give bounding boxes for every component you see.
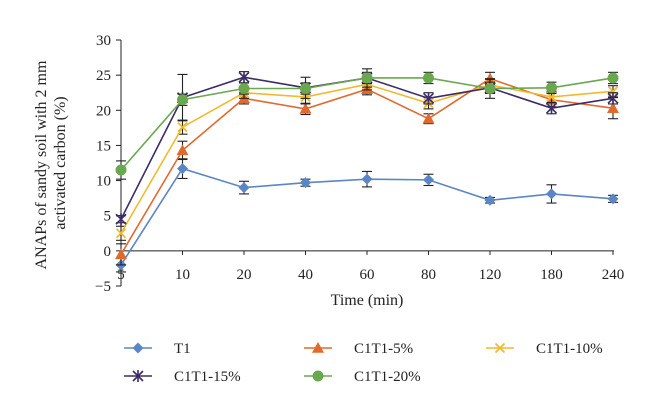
legend-marker	[312, 370, 324, 382]
data-point	[238, 82, 250, 94]
data-point	[238, 182, 250, 194]
data-point	[607, 92, 619, 105]
x-tick-label: 120	[479, 267, 502, 283]
y-axis-title-line-1: ANAPs of sandy soil with 2 mm	[33, 60, 50, 269]
series-C1T1-20%	[115, 71, 619, 180]
data-point	[299, 102, 312, 114]
data-point	[607, 102, 619, 113]
x-tick-label: 240	[602, 267, 625, 283]
y-tick-label: 30	[96, 33, 111, 49]
legend-label: C1T1-5%	[354, 341, 413, 357]
x-tick-label: 180	[540, 267, 563, 283]
data-point	[115, 248, 127, 260]
legend-label: C1T1-15%	[174, 369, 241, 385]
x-ticks: 5 10 20 40 60 80 120 180 240	[117, 250, 625, 283]
legend-marker	[132, 342, 144, 354]
data-point	[177, 94, 188, 106]
legend-item: C1T1-5%	[304, 341, 413, 357]
y-tick-label: 20	[96, 103, 111, 119]
x-tick-label: 60	[360, 267, 375, 283]
x-tick-label: 40	[298, 267, 313, 283]
y-axis-title-line-2: activated carbon (%)	[52, 96, 69, 229]
series-line	[120, 83, 614, 234]
series-T1	[115, 158, 619, 273]
y-tick-label: 5	[104, 209, 112, 225]
data-point	[361, 173, 373, 185]
data-point	[300, 82, 311, 94]
data-point	[607, 72, 619, 84]
data-point	[484, 82, 496, 94]
data-point	[115, 228, 127, 239]
legend-item: C1T1-10%	[486, 341, 603, 357]
data-point	[484, 194, 496, 206]
y-tick-label: 15	[96, 138, 111, 154]
x-axis-title: Time (min)	[331, 292, 404, 309]
data-point	[176, 144, 189, 156]
legend-label: C1T1-10%	[536, 341, 603, 357]
data-point	[545, 102, 558, 115]
data-point	[115, 213, 127, 226]
data-point	[546, 188, 557, 200]
series-line	[120, 76, 614, 220]
series-C1T1-10%	[115, 78, 619, 241]
y-tick-label: 0	[104, 244, 112, 260]
legend-label: C1T1-20%	[354, 369, 421, 385]
data-point	[423, 72, 434, 84]
data-point	[115, 164, 127, 176]
legend-item: C1T1-15%	[124, 369, 241, 385]
y-tick-label: 25	[96, 68, 111, 84]
data-point	[607, 193, 619, 205]
x-tick-label: 20	[237, 267, 252, 283]
series-line	[120, 77, 614, 255]
data-point	[300, 177, 311, 189]
legend-item: C1T1-20%	[304, 369, 421, 385]
series-C1T1-5%	[115, 71, 619, 266]
data-point	[422, 92, 435, 105]
data-point	[361, 72, 373, 84]
data-point	[546, 82, 557, 94]
data-point	[423, 174, 434, 186]
data-point	[177, 163, 188, 175]
legend: T1 C1T1-5% C1T1-10% C1T1-15% C1T1-20%	[124, 341, 603, 385]
x-tick-label: 10	[175, 267, 190, 283]
x-tick-label: 80	[421, 267, 436, 283]
data-point	[422, 112, 435, 124]
y-axis-title: ANAPs of sandy soil with 2 mm activated …	[33, 57, 69, 270]
data-point	[177, 122, 188, 133]
legend-item: T1	[124, 341, 191, 357]
legend-marker	[494, 342, 506, 354]
legend-label: T1	[174, 341, 191, 357]
data-point	[238, 71, 250, 84]
x-tick-label: 5	[117, 267, 125, 283]
y-ticks: 30 25 20 15 10 5 0 −5	[95, 33, 121, 295]
y-tick-label: 10	[96, 174, 111, 190]
legend-marker	[312, 342, 324, 353]
plot-area	[115, 68, 619, 273]
y-tick-label: −5	[95, 279, 111, 295]
legend-marker	[132, 370, 144, 382]
